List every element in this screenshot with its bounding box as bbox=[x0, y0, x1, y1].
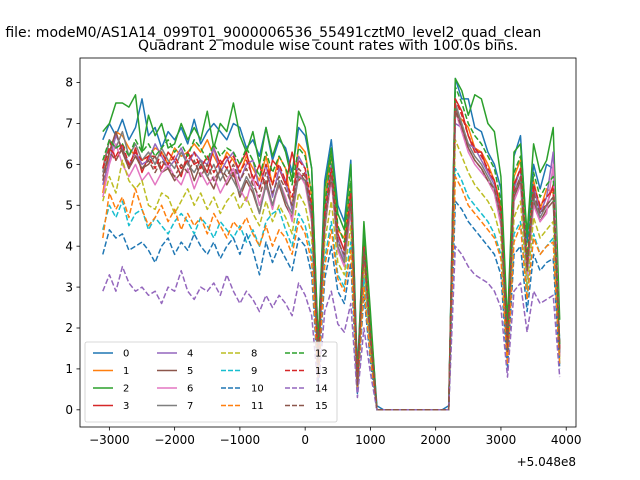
legend-box bbox=[84, 341, 338, 423]
legend-label: 10 bbox=[251, 384, 264, 395]
x-tick-label: 4000 bbox=[551, 433, 582, 447]
legend-label: 8 bbox=[251, 349, 257, 360]
y-tick-label: 5 bbox=[65, 198, 73, 212]
legend-label: 11 bbox=[251, 401, 264, 412]
series-line-8 bbox=[102, 139, 561, 411]
y-tick-label: 2 bbox=[65, 321, 73, 335]
x-tick-label: −2000 bbox=[154, 433, 195, 447]
y-tick-label: 8 bbox=[65, 76, 73, 90]
series-line-9 bbox=[102, 167, 561, 411]
x-tick-label: −1000 bbox=[220, 433, 261, 447]
legend-label: 2 bbox=[123, 384, 129, 395]
legend-label: 9 bbox=[251, 366, 257, 377]
legend-label: 15 bbox=[315, 401, 328, 412]
y-tick-label: 3 bbox=[65, 280, 73, 294]
series-line-14 bbox=[102, 245, 561, 411]
legend-label: 7 bbox=[187, 401, 193, 412]
legend-label: 6 bbox=[187, 384, 193, 395]
legend-label: 13 bbox=[315, 366, 328, 377]
y-tick-label: 7 bbox=[65, 117, 73, 131]
legend-label: 4 bbox=[187, 349, 193, 360]
series-line-12 bbox=[102, 85, 561, 411]
series-line-11 bbox=[102, 175, 561, 411]
legend-label: 1 bbox=[123, 366, 129, 377]
legend-label: 5 bbox=[187, 366, 193, 377]
series-line-10 bbox=[102, 200, 561, 411]
legend-label: 0 bbox=[123, 349, 129, 360]
x-tick-label: 0 bbox=[301, 433, 309, 447]
x-tick-label: −3000 bbox=[89, 433, 130, 447]
legend-label: 3 bbox=[123, 401, 129, 412]
series-line-15 bbox=[102, 110, 561, 411]
y-tick-label: 1 bbox=[65, 362, 73, 376]
series-line-13 bbox=[102, 98, 561, 411]
legend-label: 14 bbox=[315, 384, 328, 395]
x-offset-label: +5.048e8 bbox=[517, 455, 576, 469]
series-line-2 bbox=[102, 77, 561, 411]
plot-frame bbox=[79, 57, 577, 428]
x-axis-ticks: −3000 −2000 −1000 0 1000 2000 3000 4000 bbox=[89, 427, 581, 447]
x-tick-label: 1000 bbox=[355, 433, 386, 447]
y-tick-label: 6 bbox=[65, 158, 73, 172]
x-tick-label: 2000 bbox=[420, 433, 451, 447]
y-tick-label: 4 bbox=[65, 239, 73, 253]
legend-label: 12 bbox=[315, 349, 328, 360]
chart-title: Quadrant 2 module wise count rates with … bbox=[138, 38, 518, 54]
series-line-4 bbox=[102, 122, 561, 411]
x-tick-label: 3000 bbox=[486, 433, 517, 447]
figure-suptitle: n file: modeM0/AS1A14_099T01_9000006536_… bbox=[0, 25, 541, 41]
y-tick-label: 0 bbox=[65, 403, 73, 417]
y-axis-ticks: 0 1 2 3 4 5 6 7 8 bbox=[65, 76, 80, 417]
plot-lines bbox=[102, 77, 561, 411]
